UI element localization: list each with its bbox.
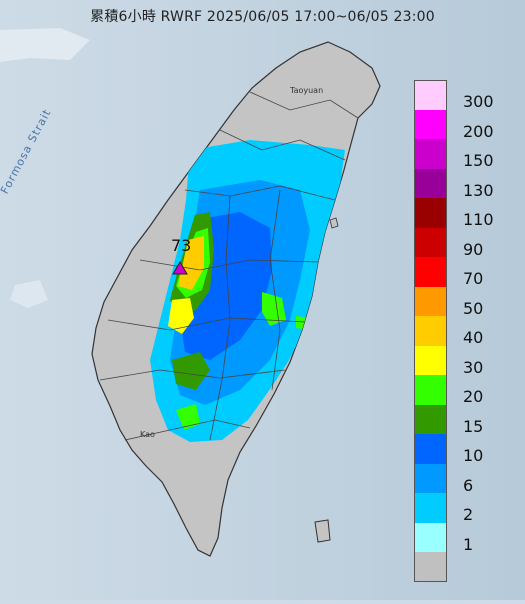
legend-row: 200 bbox=[414, 109, 518, 141]
legend-swatch bbox=[414, 404, 447, 434]
legend-row bbox=[414, 552, 518, 582]
legend-label: 200 bbox=[463, 121, 494, 141]
legend-label: 90 bbox=[463, 239, 484, 259]
max-value-label: 73 bbox=[171, 236, 192, 255]
legend-row: 90 bbox=[414, 227, 518, 259]
legend-row: 1 bbox=[414, 522, 518, 554]
rain-40mm bbox=[178, 236, 204, 290]
rain-15mm-south bbox=[172, 352, 210, 390]
legend-swatch bbox=[414, 316, 447, 346]
island-orchid bbox=[314, 519, 331, 543]
triangle-marker-icon bbox=[172, 261, 188, 275]
legend-row: 40 bbox=[414, 316, 518, 346]
legend-label: 6 bbox=[463, 475, 474, 495]
legend-row: 10 bbox=[414, 434, 518, 464]
legend-swatch bbox=[414, 198, 447, 228]
legend-row: 50 bbox=[414, 286, 518, 318]
legend-label: 30 bbox=[463, 357, 484, 377]
legend-swatch bbox=[414, 109, 447, 139]
county-boundaries bbox=[99, 91, 359, 441]
legend-swatch bbox=[414, 552, 447, 582]
legend-swatch bbox=[414, 375, 447, 405]
legend-label: 1 bbox=[463, 534, 474, 554]
legend-label: 20 bbox=[463, 387, 484, 406]
legend-label: 150 bbox=[463, 151, 494, 170]
legend-row: 150 bbox=[414, 139, 518, 169]
island-green bbox=[329, 217, 339, 229]
legend-swatch bbox=[414, 345, 447, 375]
legend-row: 2 bbox=[414, 493, 518, 523]
rainfall-legend: 300 200 150 130 110 90 70 50 40 30 20 15 10 6 2 1 bbox=[414, 80, 518, 582]
legend-row: 130 bbox=[414, 168, 518, 200]
legend-row: 20 bbox=[414, 375, 518, 405]
legend-swatch bbox=[414, 286, 447, 316]
rain-30mm bbox=[168, 298, 194, 334]
legend-label: 50 bbox=[463, 298, 484, 318]
legend-swatch bbox=[414, 168, 447, 198]
legend-label: 15 bbox=[463, 416, 484, 436]
rain-20mm-east bbox=[262, 292, 286, 326]
legend-label: 10 bbox=[463, 446, 484, 465]
legend-swatch bbox=[414, 434, 447, 464]
legend-row: 15 bbox=[414, 404, 518, 436]
legend-swatch bbox=[414, 463, 447, 493]
legend-row: 300 bbox=[414, 80, 518, 110]
island-penghu bbox=[10, 280, 48, 308]
legend-row: 110 bbox=[414, 198, 518, 228]
legend-swatch bbox=[414, 139, 447, 169]
legend-row: 30 bbox=[414, 345, 518, 377]
legend-swatch bbox=[414, 257, 447, 287]
legend-row: 70 bbox=[414, 257, 518, 287]
city-label-kao: Kao bbox=[140, 430, 155, 439]
legend-label: 70 bbox=[463, 269, 484, 288]
map-title: 累積6小時 RWRF 2025/06/05 17:00~06/05 23:00 bbox=[90, 9, 435, 25]
rain-20mm-south bbox=[176, 404, 200, 430]
legend-swatch bbox=[414, 80, 447, 110]
city-label-taoyuan: Taoyuan bbox=[290, 86, 324, 95]
legend-swatch bbox=[414, 227, 447, 257]
legend-label: 40 bbox=[463, 328, 484, 347]
cloud-patch bbox=[0, 28, 90, 62]
legend-swatch bbox=[414, 522, 447, 552]
legend-swatch bbox=[414, 493, 447, 523]
legend-label: 300 bbox=[463, 92, 494, 111]
legend-label: 2 bbox=[463, 505, 474, 524]
legend-label: 110 bbox=[463, 210, 494, 229]
legend-row: 6 bbox=[414, 463, 518, 495]
legend-label: 130 bbox=[463, 180, 494, 200]
